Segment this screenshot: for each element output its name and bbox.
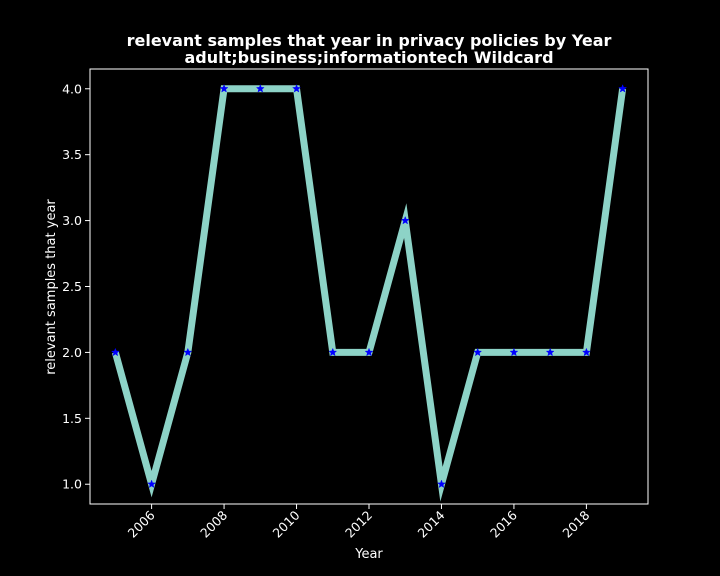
x-axis-label: Year — [354, 547, 383, 562]
data-point — [618, 84, 628, 93]
y-tick-label: 2.5 — [62, 279, 82, 294]
data-point — [147, 479, 157, 489]
x-tick-label: 2014 — [414, 507, 447, 540]
x-axis: 2006 2008 2010 2012 2014 2016 2018 — [125, 504, 593, 541]
data-point — [183, 347, 193, 357]
x-tick-label: 2010 — [270, 507, 303, 540]
x-tick-label: 2008 — [197, 507, 230, 540]
series-layer — [110, 84, 628, 502]
data-point — [219, 84, 229, 93]
y-tick-label: 3.0 — [62, 213, 82, 228]
chart-subtitle: adult;business;informationtech Wildcard — [184, 48, 553, 67]
x-tick-label: 2016 — [487, 507, 520, 540]
y-axis: 1.0 1.5 2.0 2.5 3.0 3.5 4.0 — [62, 81, 90, 492]
data-point — [400, 215, 410, 225]
data-point — [473, 347, 483, 357]
y-tick-label: 1.5 — [62, 411, 82, 426]
data-point — [292, 84, 302, 93]
data-point — [255, 84, 265, 93]
plot-area-frame — [89, 68, 649, 505]
y-tick-label: 2.0 — [62, 345, 82, 360]
data-point — [364, 347, 374, 357]
data-point — [436, 479, 446, 489]
y-tick-label: 3.5 — [62, 147, 82, 162]
data-point — [509, 347, 519, 357]
x-tick-label: 2012 — [342, 508, 375, 541]
data-point — [545, 347, 555, 357]
data-point — [110, 347, 120, 357]
series-line — [111, 85, 627, 502]
y-axis-label: relevant samples that year — [44, 199, 59, 375]
x-tick-label: 2006 — [125, 507, 158, 540]
chart-title: relevant samples that year in privacy po… — [127, 31, 612, 50]
data-point — [328, 347, 338, 357]
x-tick-label: 2018 — [559, 507, 592, 540]
y-tick-label: 4.0 — [62, 81, 82, 96]
data-point — [581, 347, 591, 357]
y-tick-label: 1.0 — [62, 477, 82, 492]
